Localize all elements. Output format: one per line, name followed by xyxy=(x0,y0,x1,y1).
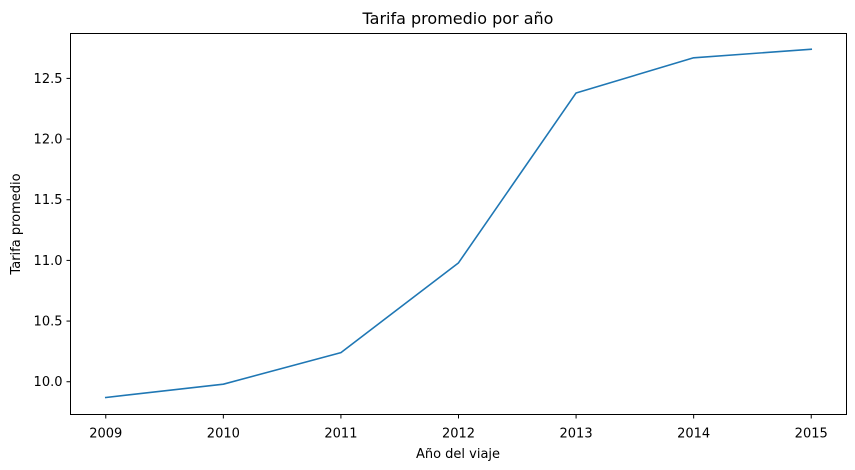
plot-series xyxy=(104,48,813,399)
y-tick-label: 11.5 xyxy=(34,193,63,208)
y-tick-label: 10.5 xyxy=(34,315,63,330)
series-line xyxy=(104,48,813,399)
y-tick-label: 12.0 xyxy=(34,133,63,148)
y-tick-label: 11.0 xyxy=(34,254,63,269)
x-tick-label: 2013 xyxy=(560,427,593,442)
x-axis: 2009 2010 2011 2012 2013 2014 2015 xyxy=(89,414,828,442)
plot-frame xyxy=(70,33,847,415)
y-axis: 10.0 10.5 11.0 11.5 12.0 12.5 xyxy=(34,72,71,390)
x-tick-label: 2011 xyxy=(324,427,357,442)
x-tick-label: 2015 xyxy=(795,427,828,442)
x-tick-label: 2012 xyxy=(442,427,475,442)
x-tick-label: 2009 xyxy=(89,427,122,442)
x-tick-label: 2010 xyxy=(207,427,240,442)
y-tick-label: 10.0 xyxy=(34,375,63,390)
x-axis-label: Año del viaje xyxy=(416,447,500,462)
x-tick-label: 2014 xyxy=(677,427,710,442)
chart-title: Tarifa promedio por año xyxy=(362,9,554,28)
y-axis-label: Tarifa promedio xyxy=(9,173,24,275)
y-tick-label: 12.5 xyxy=(34,72,63,87)
